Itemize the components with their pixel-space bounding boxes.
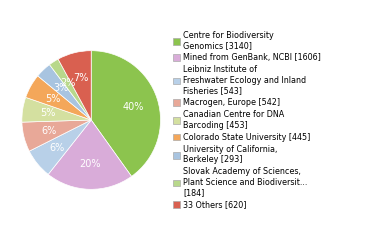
Wedge shape (58, 51, 91, 120)
Wedge shape (29, 120, 91, 174)
Text: 6%: 6% (50, 143, 65, 153)
Wedge shape (26, 76, 91, 120)
Wedge shape (38, 65, 91, 120)
Wedge shape (48, 120, 131, 189)
Text: 6%: 6% (41, 126, 56, 136)
Text: 20%: 20% (79, 159, 101, 169)
Wedge shape (91, 51, 160, 176)
Wedge shape (22, 120, 91, 151)
Text: 2%: 2% (60, 78, 75, 88)
Text: 5%: 5% (45, 94, 61, 104)
Text: 7%: 7% (73, 72, 88, 83)
Wedge shape (49, 59, 91, 120)
Wedge shape (22, 97, 91, 122)
Text: 3%: 3% (53, 83, 68, 93)
Text: 5%: 5% (40, 108, 55, 118)
Text: 40%: 40% (122, 102, 144, 112)
Legend: Centre for Biodiversity
Genomics [3140], Mined from GenBank, NCBI [1606], Leibni: Centre for Biodiversity Genomics [3140],… (173, 31, 321, 209)
